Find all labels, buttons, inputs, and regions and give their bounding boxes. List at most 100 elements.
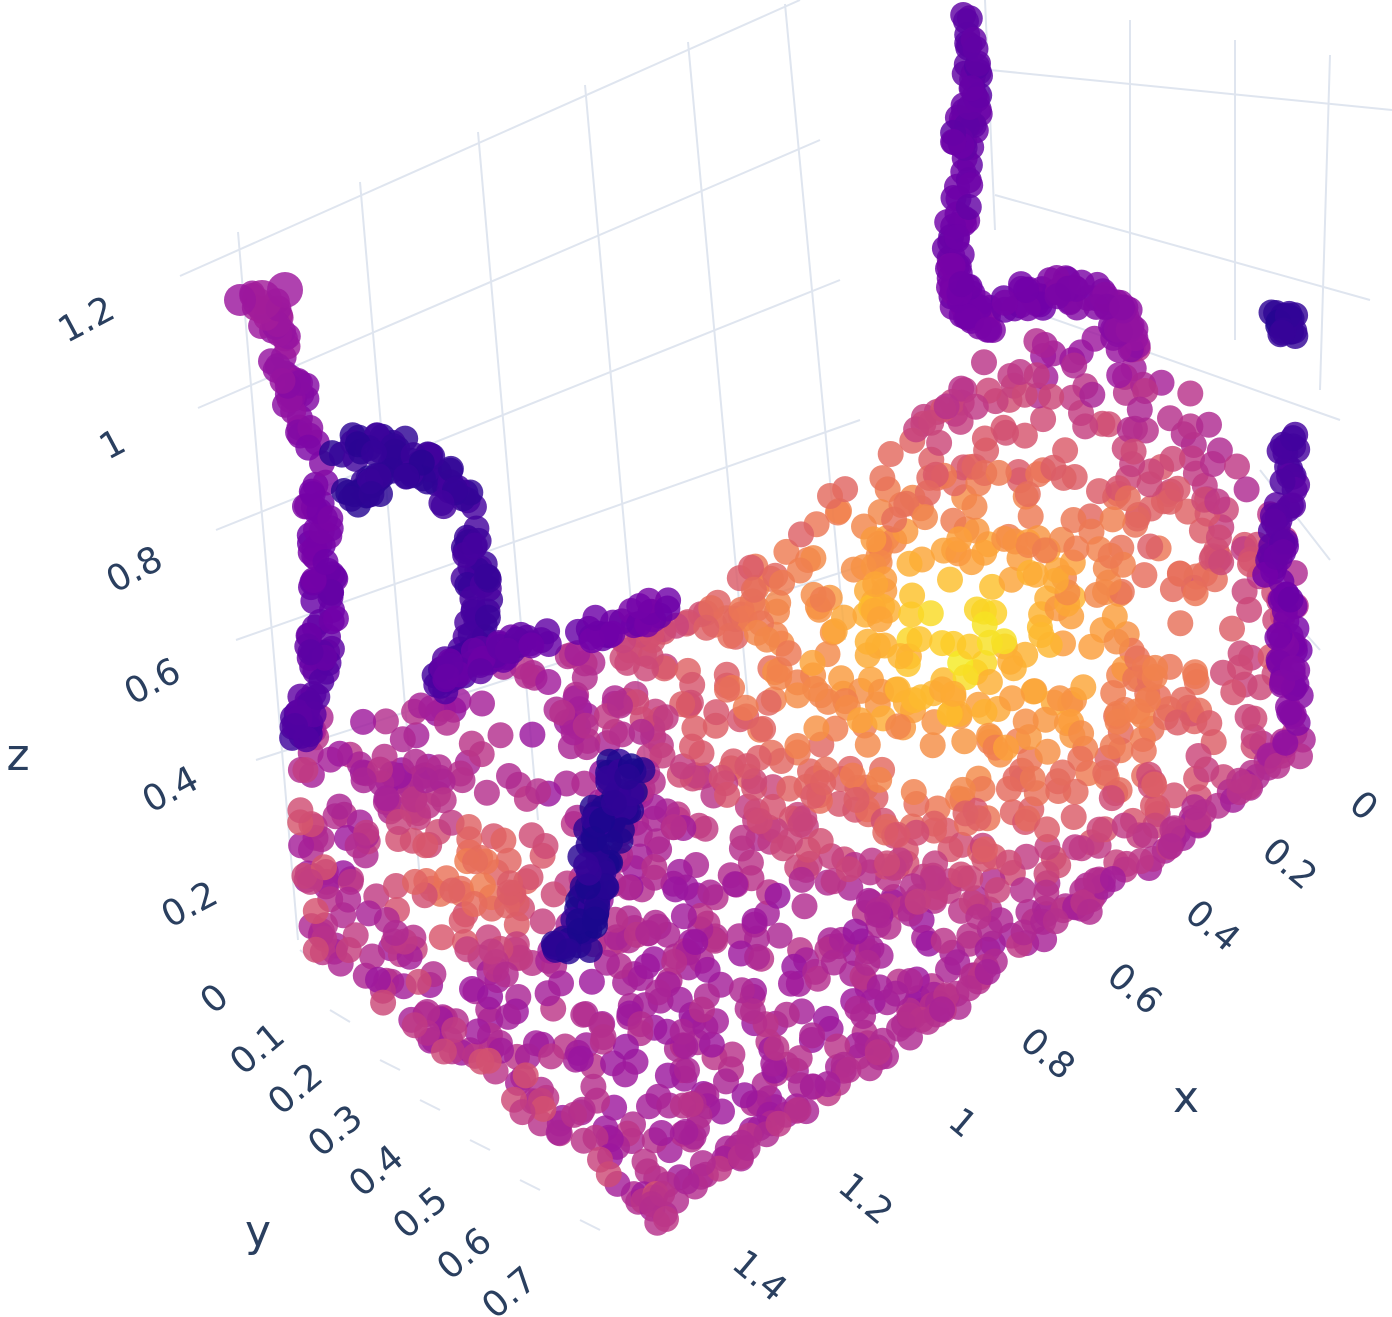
scatter-point: [785, 1096, 812, 1123]
scatter-point: [1234, 703, 1261, 730]
scatter-point: [608, 817, 635, 844]
scatter-point: [534, 980, 561, 1007]
scatter-point: [1106, 362, 1133, 389]
scatter-point: [571, 664, 598, 691]
scatter-point: [799, 1022, 826, 1049]
scatter-point: [628, 718, 655, 745]
scatter-point: [1199, 451, 1226, 477]
scatter-point: [430, 1038, 457, 1065]
scatter-point: [631, 1148, 658, 1175]
scatter-point: [1137, 533, 1164, 560]
scatter-point: [1114, 485, 1141, 512]
scatter-point: [461, 891, 488, 917]
scatter-point: [708, 764, 735, 791]
scatter-point: [869, 465, 896, 492]
x-tick-label: 0.6: [1099, 955, 1169, 1023]
scatter-point: [740, 576, 767, 603]
scatter-point: [820, 949, 847, 976]
scatter-point: [1014, 805, 1041, 832]
scatter-point: [866, 974, 893, 1001]
scatter-point: [896, 1002, 923, 1029]
scatter-point: [1033, 879, 1060, 906]
scatter-point: [1264, 752, 1291, 779]
scatter-point: [1111, 812, 1138, 839]
scatter-point: [1076, 898, 1103, 925]
scatter-point: [1009, 877, 1036, 904]
scatter-point: [1157, 405, 1183, 432]
scatter-point: [778, 970, 804, 997]
scatter-point: [814, 1071, 841, 1098]
scatter-point: [1181, 794, 1208, 821]
scatter-point: [1276, 699, 1303, 726]
scatter-point: [282, 713, 308, 739]
scatter-point: [224, 284, 256, 316]
scatter-point: [918, 409, 945, 436]
scatter-point: [335, 937, 362, 963]
scatter-point: [1033, 860, 1060, 887]
scatter-point: [1100, 680, 1127, 707]
scatter-point: [993, 734, 1019, 761]
z-tick-label: 1.2: [52, 288, 122, 351]
scatter-point: [722, 871, 749, 898]
scatter-point: [904, 888, 931, 915]
scatter-point: [267, 272, 303, 308]
scatter-point: [669, 1018, 696, 1045]
scatter-point: [956, 633, 983, 660]
y-axis-title: y: [245, 1206, 271, 1257]
scatter-point: [679, 733, 705, 760]
scatter-point: [896, 550, 923, 577]
scatter-point: [614, 763, 641, 790]
scatter-point: [682, 929, 709, 955]
scatter-point: [1233, 476, 1260, 503]
scatter-point: [900, 779, 927, 805]
scatter-point: [844, 1032, 871, 1059]
scatter-point: [1052, 437, 1079, 464]
scatter-point: [961, 493, 988, 520]
scatter-point: [744, 943, 771, 970]
scatter-point: [984, 877, 1011, 904]
scatter-point: [487, 722, 514, 749]
scatter-point: [1272, 729, 1299, 756]
scatter-point: [644, 828, 670, 855]
scatter-point: [955, 975, 982, 1002]
scatter-point: [302, 936, 329, 963]
scatter-point: [1042, 908, 1069, 935]
scatter-point: [1042, 567, 1069, 594]
scatter-point: [297, 639, 324, 666]
scatter-point: [776, 827, 803, 854]
scatter-point: [1224, 453, 1250, 480]
scatter-point: [1017, 503, 1044, 530]
scatter-point: [847, 707, 873, 734]
scatter-point: [866, 766, 893, 793]
scatter-point: [1014, 481, 1041, 507]
scatter-point: [578, 968, 605, 995]
scatter-point: [1185, 743, 1212, 769]
grid-line: [519, 1179, 541, 1191]
scatter-point: [1219, 615, 1245, 642]
scatter-point: [292, 757, 319, 783]
scatter-point: [350, 708, 377, 735]
scatter-point: [839, 762, 866, 789]
scatter-point: [518, 632, 545, 659]
scatter-point: [692, 815, 719, 842]
scatter-point: [302, 898, 329, 924]
scatter-point: [1131, 562, 1158, 589]
scatter-point: [1030, 406, 1057, 433]
scatter-point: [535, 669, 562, 695]
scatter-point: [492, 961, 519, 988]
y-tick-label: 0.2: [260, 1055, 330, 1123]
scatter-point: [317, 505, 344, 532]
grid-line: [579, 1219, 601, 1231]
scatter-point: [971, 349, 997, 376]
scatter-point: [461, 532, 488, 559]
scatter-point: [582, 906, 608, 933]
scatter-point: [1220, 679, 1247, 706]
scatter-point: [439, 877, 466, 904]
scatter-point: [441, 1017, 468, 1043]
scatter-point: [595, 765, 622, 792]
scatter-point: [903, 819, 930, 846]
scatter-point: [940, 128, 967, 155]
scatter-point: [1177, 380, 1204, 407]
scatter-point: [1031, 537, 1058, 564]
grid-line: [1319, 54, 1331, 391]
